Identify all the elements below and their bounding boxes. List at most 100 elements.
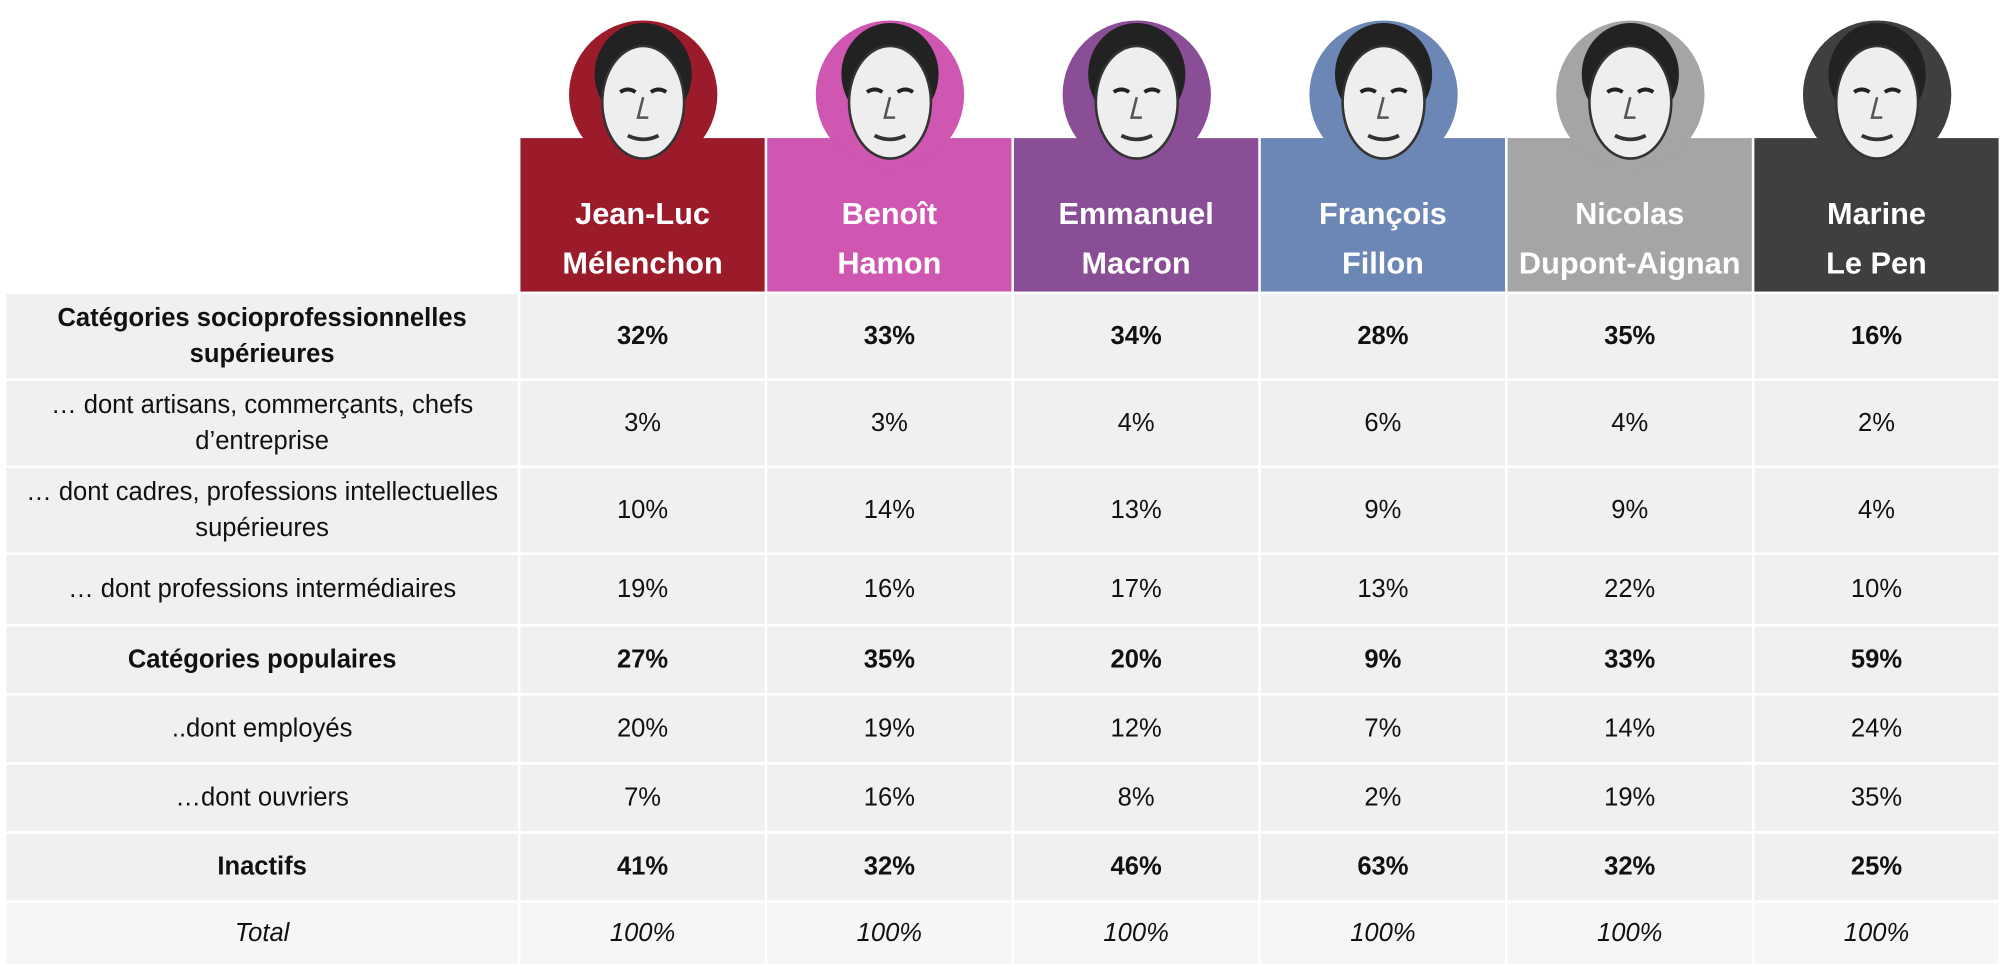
row-label: …dont ouvriers	[6, 764, 518, 832]
nose	[635, 96, 648, 119]
row-label: Catégories socioprofessionnelles supérie…	[6, 294, 518, 379]
candidate-name: Macron	[1081, 246, 1191, 281]
value-cell: 35%	[1754, 764, 1999, 832]
candidate-name: Mélenchon	[562, 246, 723, 281]
value-cell: 35%	[767, 626, 1012, 694]
mouth	[873, 133, 906, 142]
value-cell: 9%	[1260, 468, 1506, 553]
value-cell: 100%	[1507, 902, 1752, 965]
value-cell: 7%	[520, 764, 765, 832]
mouth	[1860, 133, 1893, 142]
value-cell: 9%	[1260, 626, 1506, 694]
value-cell: 4%	[1507, 381, 1752, 466]
value-cell: 3%	[767, 381, 1012, 466]
value-cell: 25%	[1754, 833, 1999, 901]
value-cell: 16%	[767, 554, 1012, 625]
row-label: Inactifs	[6, 833, 518, 901]
value-cell: 6%	[1260, 381, 1506, 466]
value-cell: 2%	[1260, 764, 1506, 832]
table: Jean-Luc Mélenchon Benoît Hamon Emmanuel Macr…	[6, 138, 1999, 965]
candidate-name: Marine	[1827, 197, 1926, 232]
mouth	[626, 133, 659, 142]
portrait	[1555, 20, 1704, 169]
value-cell: 8%	[1014, 764, 1259, 832]
value-cell: 16%	[1754, 294, 1999, 379]
nose	[1622, 96, 1635, 119]
portrait	[1308, 20, 1458, 169]
value-cell: 22%	[1507, 554, 1752, 625]
value-cell: 10%	[520, 468, 765, 553]
candidate-name: Benoît	[841, 197, 938, 232]
value-cell: 7%	[1260, 695, 1506, 763]
nose	[1869, 96, 1882, 119]
candidate-header: Emmanuel Macron	[1014, 138, 1259, 292]
value-cell: 12%	[1014, 695, 1259, 763]
value-cell: 28%	[1260, 294, 1506, 379]
value-cell: 59%	[1754, 626, 1999, 694]
value-cell: 100%	[1014, 902, 1259, 965]
value-cell: 10%	[1754, 554, 1999, 625]
row-label: Total	[6, 902, 518, 965]
value-cell: 32%	[767, 833, 1012, 901]
candidate-name: François	[1318, 197, 1447, 232]
eyes	[1112, 87, 1161, 94]
candidate-name: Jean-Luc	[575, 197, 710, 232]
value-cell: 33%	[1507, 626, 1752, 694]
mouth	[1366, 133, 1400, 142]
candidate-name: Emmanuel	[1058, 197, 1214, 232]
mouth	[1613, 133, 1646, 142]
eyes	[1605, 87, 1654, 94]
mouth	[1119, 133, 1153, 142]
nose	[882, 96, 895, 119]
eyes	[865, 87, 914, 94]
portrait	[1061, 20, 1211, 169]
nose	[1376, 96, 1389, 119]
candidate-name: Hamon	[837, 246, 942, 281]
row-label: … dont professions intermédiaires	[6, 554, 518, 625]
value-cell: 20%	[1014, 626, 1259, 694]
value-cell: 16%	[767, 764, 1012, 832]
candidate-name: Dupont-Aignan	[1518, 246, 1741, 281]
nose	[1129, 96, 1142, 119]
candidate-name: Fillon	[1341, 246, 1424, 281]
value-cell: 63%	[1260, 833, 1506, 901]
value-cell: 14%	[1507, 695, 1752, 763]
value-cell: 32%	[1507, 833, 1752, 901]
value-cell: 19%	[1507, 764, 1752, 832]
eyes	[1852, 87, 1901, 94]
value-cell: 27%	[520, 626, 765, 694]
value-cell: 100%	[520, 902, 765, 965]
value-cell: 3%	[520, 381, 765, 466]
value-cell: 35%	[1507, 294, 1752, 379]
row-label: … dont cadres, professions intellectuell…	[6, 468, 518, 553]
portrait	[1802, 20, 1951, 169]
candidate-name: Le Pen	[1826, 246, 1927, 281]
corner	[6, 138, 517, 291]
value-cell: 17%	[1014, 554, 1259, 625]
value-cell: 34%	[1014, 294, 1259, 379]
value-cell: 14%	[767, 468, 1012, 553]
value-cell: 100%	[1260, 902, 1506, 965]
eyes	[618, 87, 667, 94]
value-cell: 41%	[520, 833, 765, 901]
value-cell: 13%	[1260, 554, 1506, 625]
value-cell: 24%	[1754, 695, 1999, 763]
value-cell: 9%	[1507, 468, 1752, 553]
row-label: ..dont employés	[6, 695, 518, 763]
value-cell: 46%	[1014, 833, 1259, 901]
value-cell: 33%	[767, 294, 1012, 379]
value-cell: 32%	[520, 294, 765, 379]
value-cell: 4%	[1014, 381, 1259, 466]
portrait	[815, 20, 964, 169]
portrait	[568, 20, 717, 169]
value-cell: 4%	[1754, 468, 1999, 553]
value-cell: 100%	[767, 902, 1012, 965]
value-cell: 19%	[520, 554, 765, 625]
row-label: Catégories populaires	[6, 626, 518, 694]
row-label: … dont artisans, commerçants, chefs d’en…	[6, 381, 518, 466]
value-cell: 100%	[1754, 902, 1999, 965]
eyes	[1358, 87, 1407, 94]
